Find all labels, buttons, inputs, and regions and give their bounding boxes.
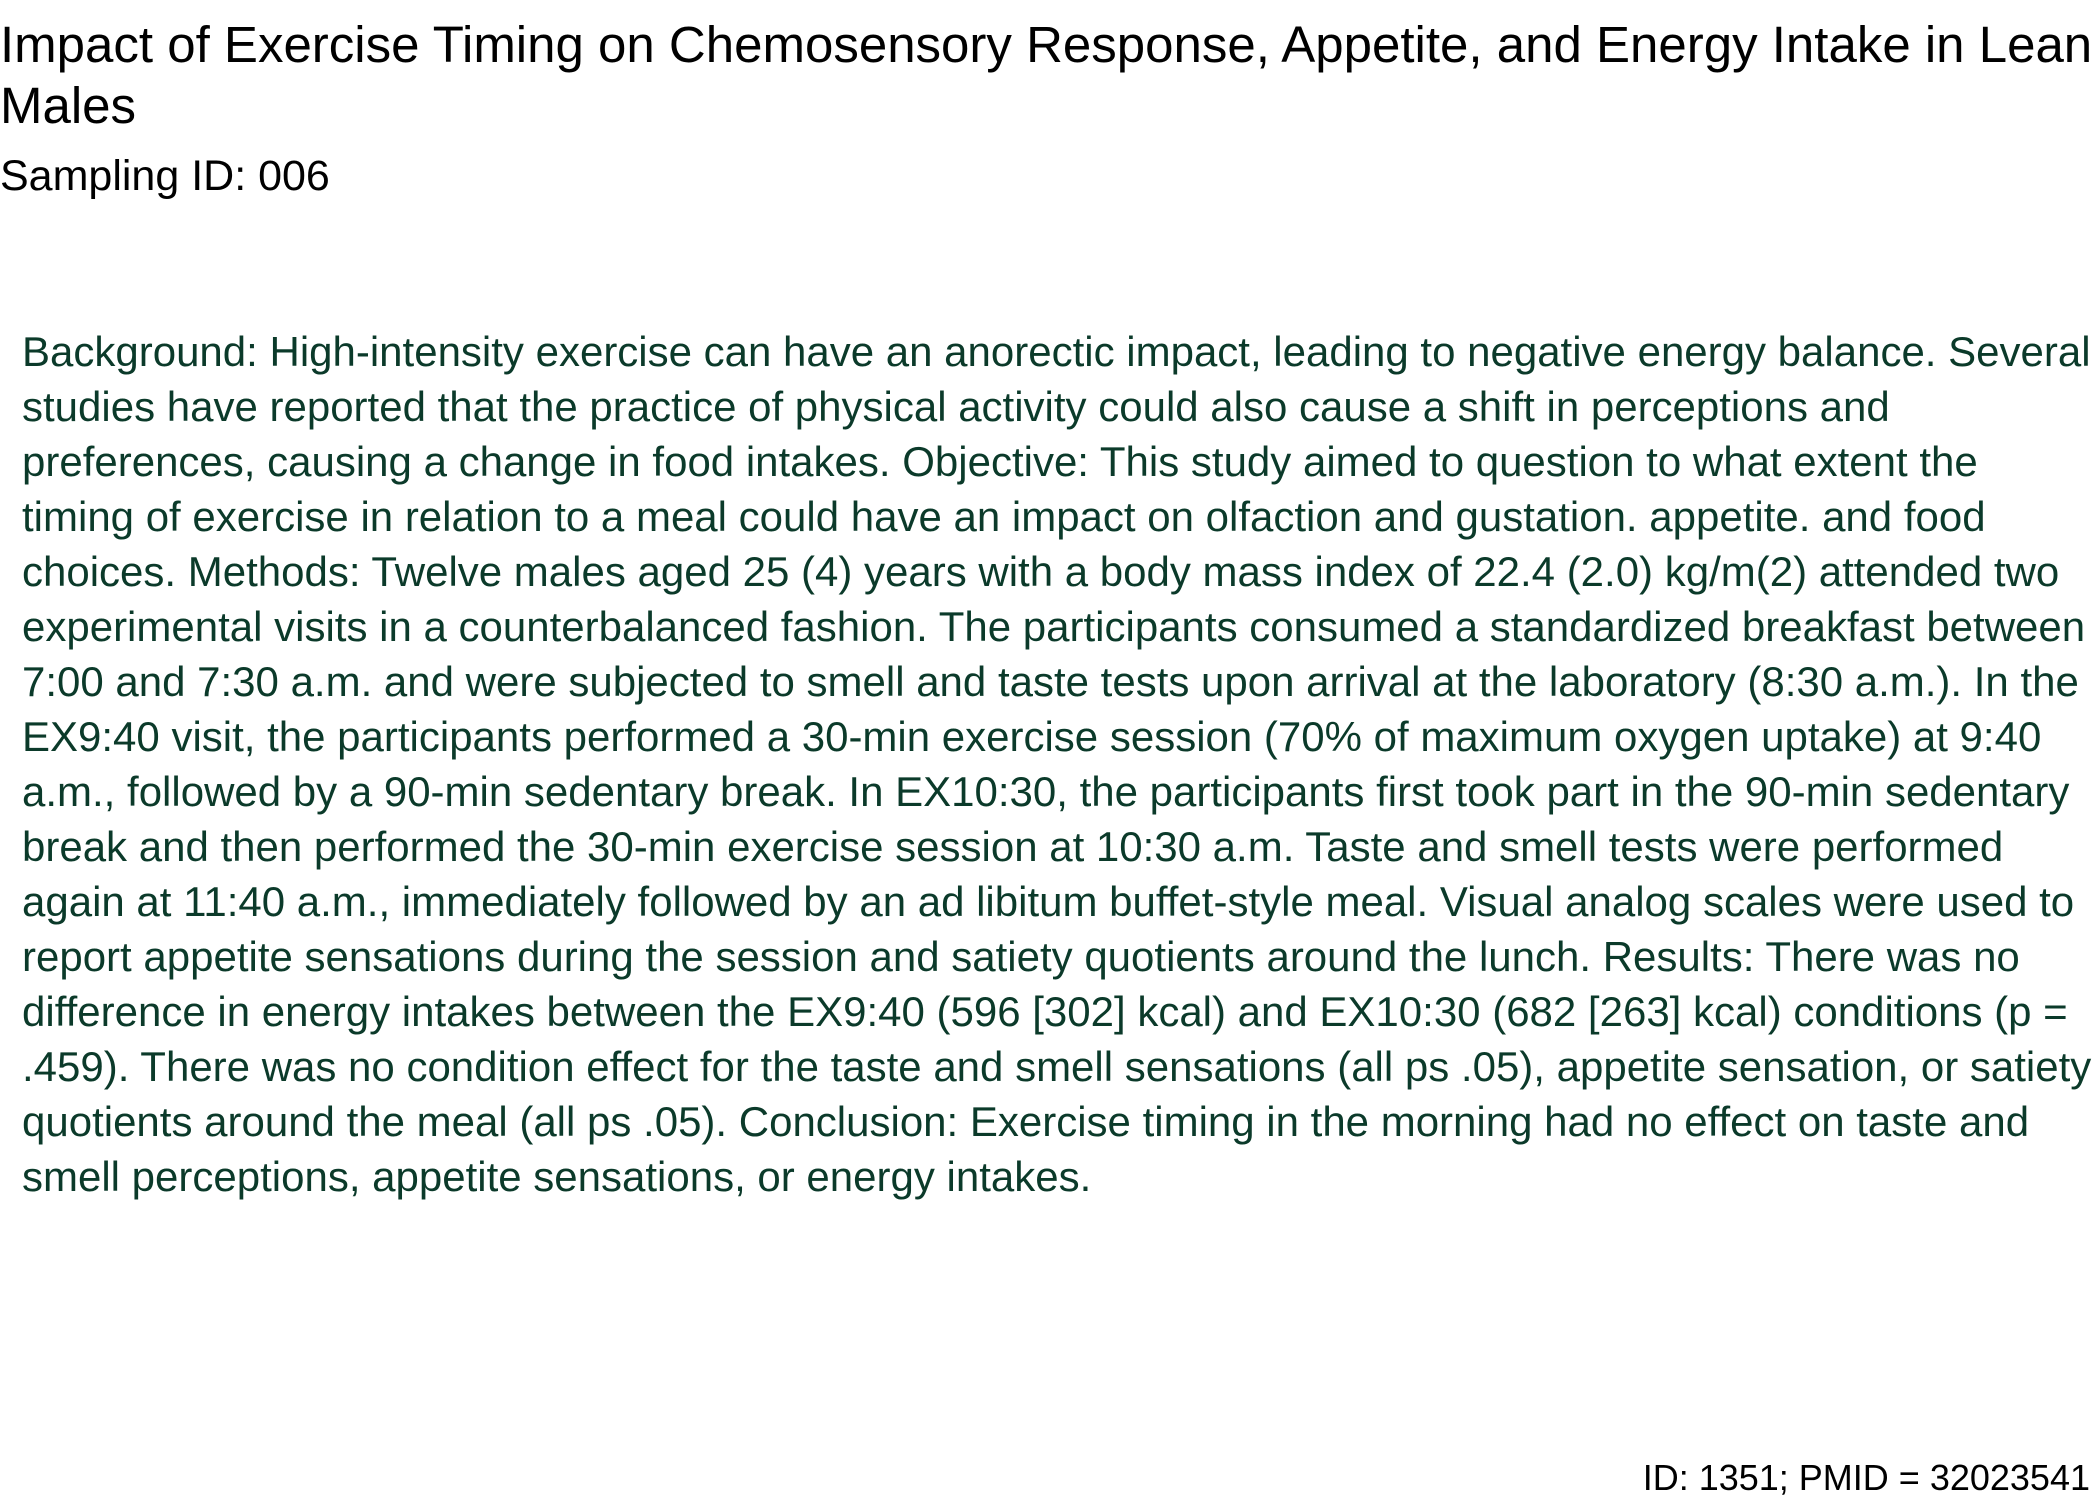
abstract-text: Background: High-intensity exercise can … <box>22 328 2092 1200</box>
document-title: Impact of Exercise Timing on Chemosensor… <box>0 16 2093 134</box>
sampling-id: Sampling ID: 006 <box>0 152 330 200</box>
footer-id: ID: 1351; PMID = 32023541 <box>1642 1457 2090 1498</box>
